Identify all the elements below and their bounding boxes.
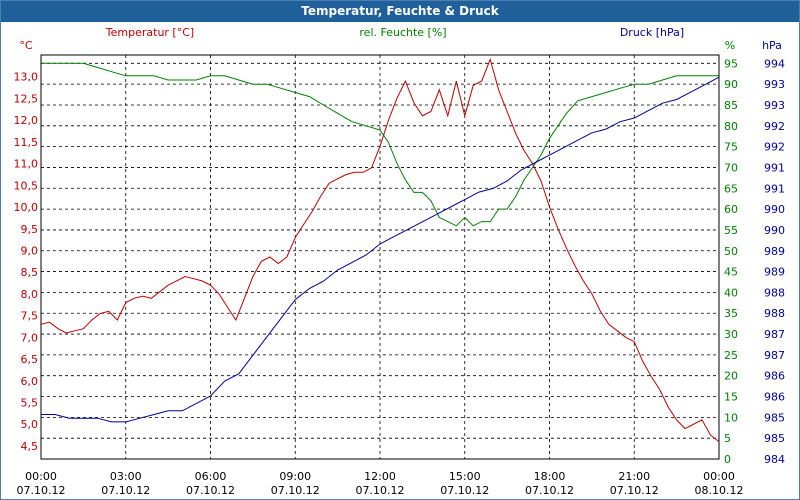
y-right-tick: 989 [764, 245, 785, 258]
y-left-tick: 4,5 [21, 440, 39, 453]
y-left-tick: 11,0 [14, 158, 39, 171]
x-tick-date: 07.10.12 [440, 484, 489, 497]
y-right-tick: 991 [764, 161, 785, 174]
y-right-tick: 987 [764, 349, 785, 362]
y-right-tick: 989 [764, 266, 785, 279]
y-left-tick: 10,0 [14, 201, 39, 214]
y-right-tick: 986 [764, 370, 785, 383]
y-mid-tick: 90 [724, 78, 738, 91]
y-mid-tick: 30 [724, 328, 738, 341]
y-right-tick: 984 [764, 453, 785, 466]
ticks-layer: 00:0007.10.1203:0007.10.1206:0007.10.120… [14, 57, 786, 497]
y-left-tick: 7,5 [21, 310, 39, 323]
y-right-tick: 988 [764, 286, 785, 299]
y-right-label: Druck [hPa] [620, 26, 684, 39]
y-left-tick: 13,0 [14, 71, 39, 84]
x-tick-time: 12:00 [364, 470, 396, 483]
y-mid-unit: % [725, 39, 735, 52]
chart-title: Temperatur, Feuchte & Druck [301, 4, 499, 18]
y-mid-tick: 20 [724, 370, 738, 383]
y-right-tick: 993 [764, 78, 785, 91]
humidity-line [41, 62, 719, 227]
y-left-tick: 5,0 [21, 418, 39, 431]
y-right-tick: 986 [764, 391, 785, 404]
y-right-tick: 994 [764, 57, 785, 70]
y-right-tick: 987 [764, 328, 785, 341]
x-tick-time: 15:00 [449, 470, 481, 483]
x-tick-date: 07.10.12 [356, 484, 405, 497]
y-left-tick: 12,5 [14, 92, 39, 105]
y-right-tick: 991 [764, 182, 785, 195]
y-left-tick: 5,5 [21, 397, 39, 410]
x-tick-date: 07.10.12 [525, 484, 574, 497]
y-right-tick: 992 [764, 141, 785, 154]
x-tick-date: 07.10.12 [17, 484, 66, 497]
pressure-line [41, 76, 720, 423]
y-right-unit: hPa [762, 39, 782, 52]
y-mid-tick: 50 [724, 245, 738, 258]
y-mid-tick: 80 [724, 120, 738, 133]
y-right-tick: 985 [764, 432, 785, 445]
y-right-tick: 990 [764, 203, 785, 216]
y-mid-tick: 70 [724, 161, 738, 174]
y-left-tick: 10,5 [14, 179, 39, 192]
y-left-label: Temperatur [°C] [105, 26, 194, 39]
y-left-tick: 11,5 [14, 136, 39, 149]
y-right-tick: 985 [764, 411, 785, 424]
x-tick-date: 07.10.12 [186, 484, 235, 497]
x-tick-time: 21:00 [618, 470, 650, 483]
y-mid-tick: 85 [724, 99, 738, 112]
y-right-tick: 990 [764, 224, 785, 237]
x-tick-date: 08.10.12 [695, 484, 744, 497]
x-tick-time: 06:00 [195, 470, 227, 483]
y-mid-tick: 45 [724, 266, 738, 279]
y-right-tick: 988 [764, 307, 785, 320]
x-tick-date: 07.10.12 [610, 484, 659, 497]
y-left-tick: 6,5 [21, 353, 39, 366]
y-mid-tick: 5 [724, 432, 731, 445]
y-mid-tick: 35 [724, 307, 738, 320]
grid [41, 55, 719, 459]
plot-frame [40, 54, 720, 460]
x-tick-time: 00:00 [25, 470, 57, 483]
y-left-tick: 8,0 [21, 288, 39, 301]
y-left-tick: 9,0 [21, 244, 39, 257]
x-tick-time: 03:00 [110, 470, 142, 483]
y-mid-tick: 95 [724, 57, 738, 70]
y-left-tick: 8,5 [21, 266, 39, 279]
y-left-tick: 6,0 [21, 375, 39, 388]
x-tick-date: 07.10.12 [271, 484, 320, 497]
y-mid-tick: 10 [724, 411, 738, 424]
y-left-tick: 7,0 [21, 331, 39, 344]
y-left-tick: 9,5 [21, 223, 39, 236]
y-mid-tick: 25 [724, 349, 738, 362]
x-tick-time: 18:00 [534, 470, 566, 483]
y-mid-tick: 75 [724, 141, 738, 154]
y-mid-tick: 65 [724, 182, 738, 195]
y-right-tick: 993 [764, 99, 785, 112]
y-mid-tick: 15 [724, 391, 738, 404]
y-left-unit: °C [19, 39, 33, 52]
y-right-tick: 992 [764, 120, 785, 133]
y-mid-tick: 55 [724, 224, 738, 237]
x-tick-time: 00:00 [703, 470, 735, 483]
series-layer [40, 57, 720, 442]
y-mid-label: rel. Feuchte [%] [359, 26, 446, 39]
y-left-tick: 12,0 [14, 114, 39, 127]
y-mid-tick: 60 [724, 203, 738, 216]
y-mid-tick: 40 [724, 286, 738, 299]
y-mid-tick: 0 [724, 453, 731, 466]
x-tick-time: 09:00 [279, 470, 311, 483]
x-tick-date: 07.10.12 [101, 484, 150, 497]
title-bar [0, 0, 800, 22]
temperature-line [40, 57, 720, 442]
